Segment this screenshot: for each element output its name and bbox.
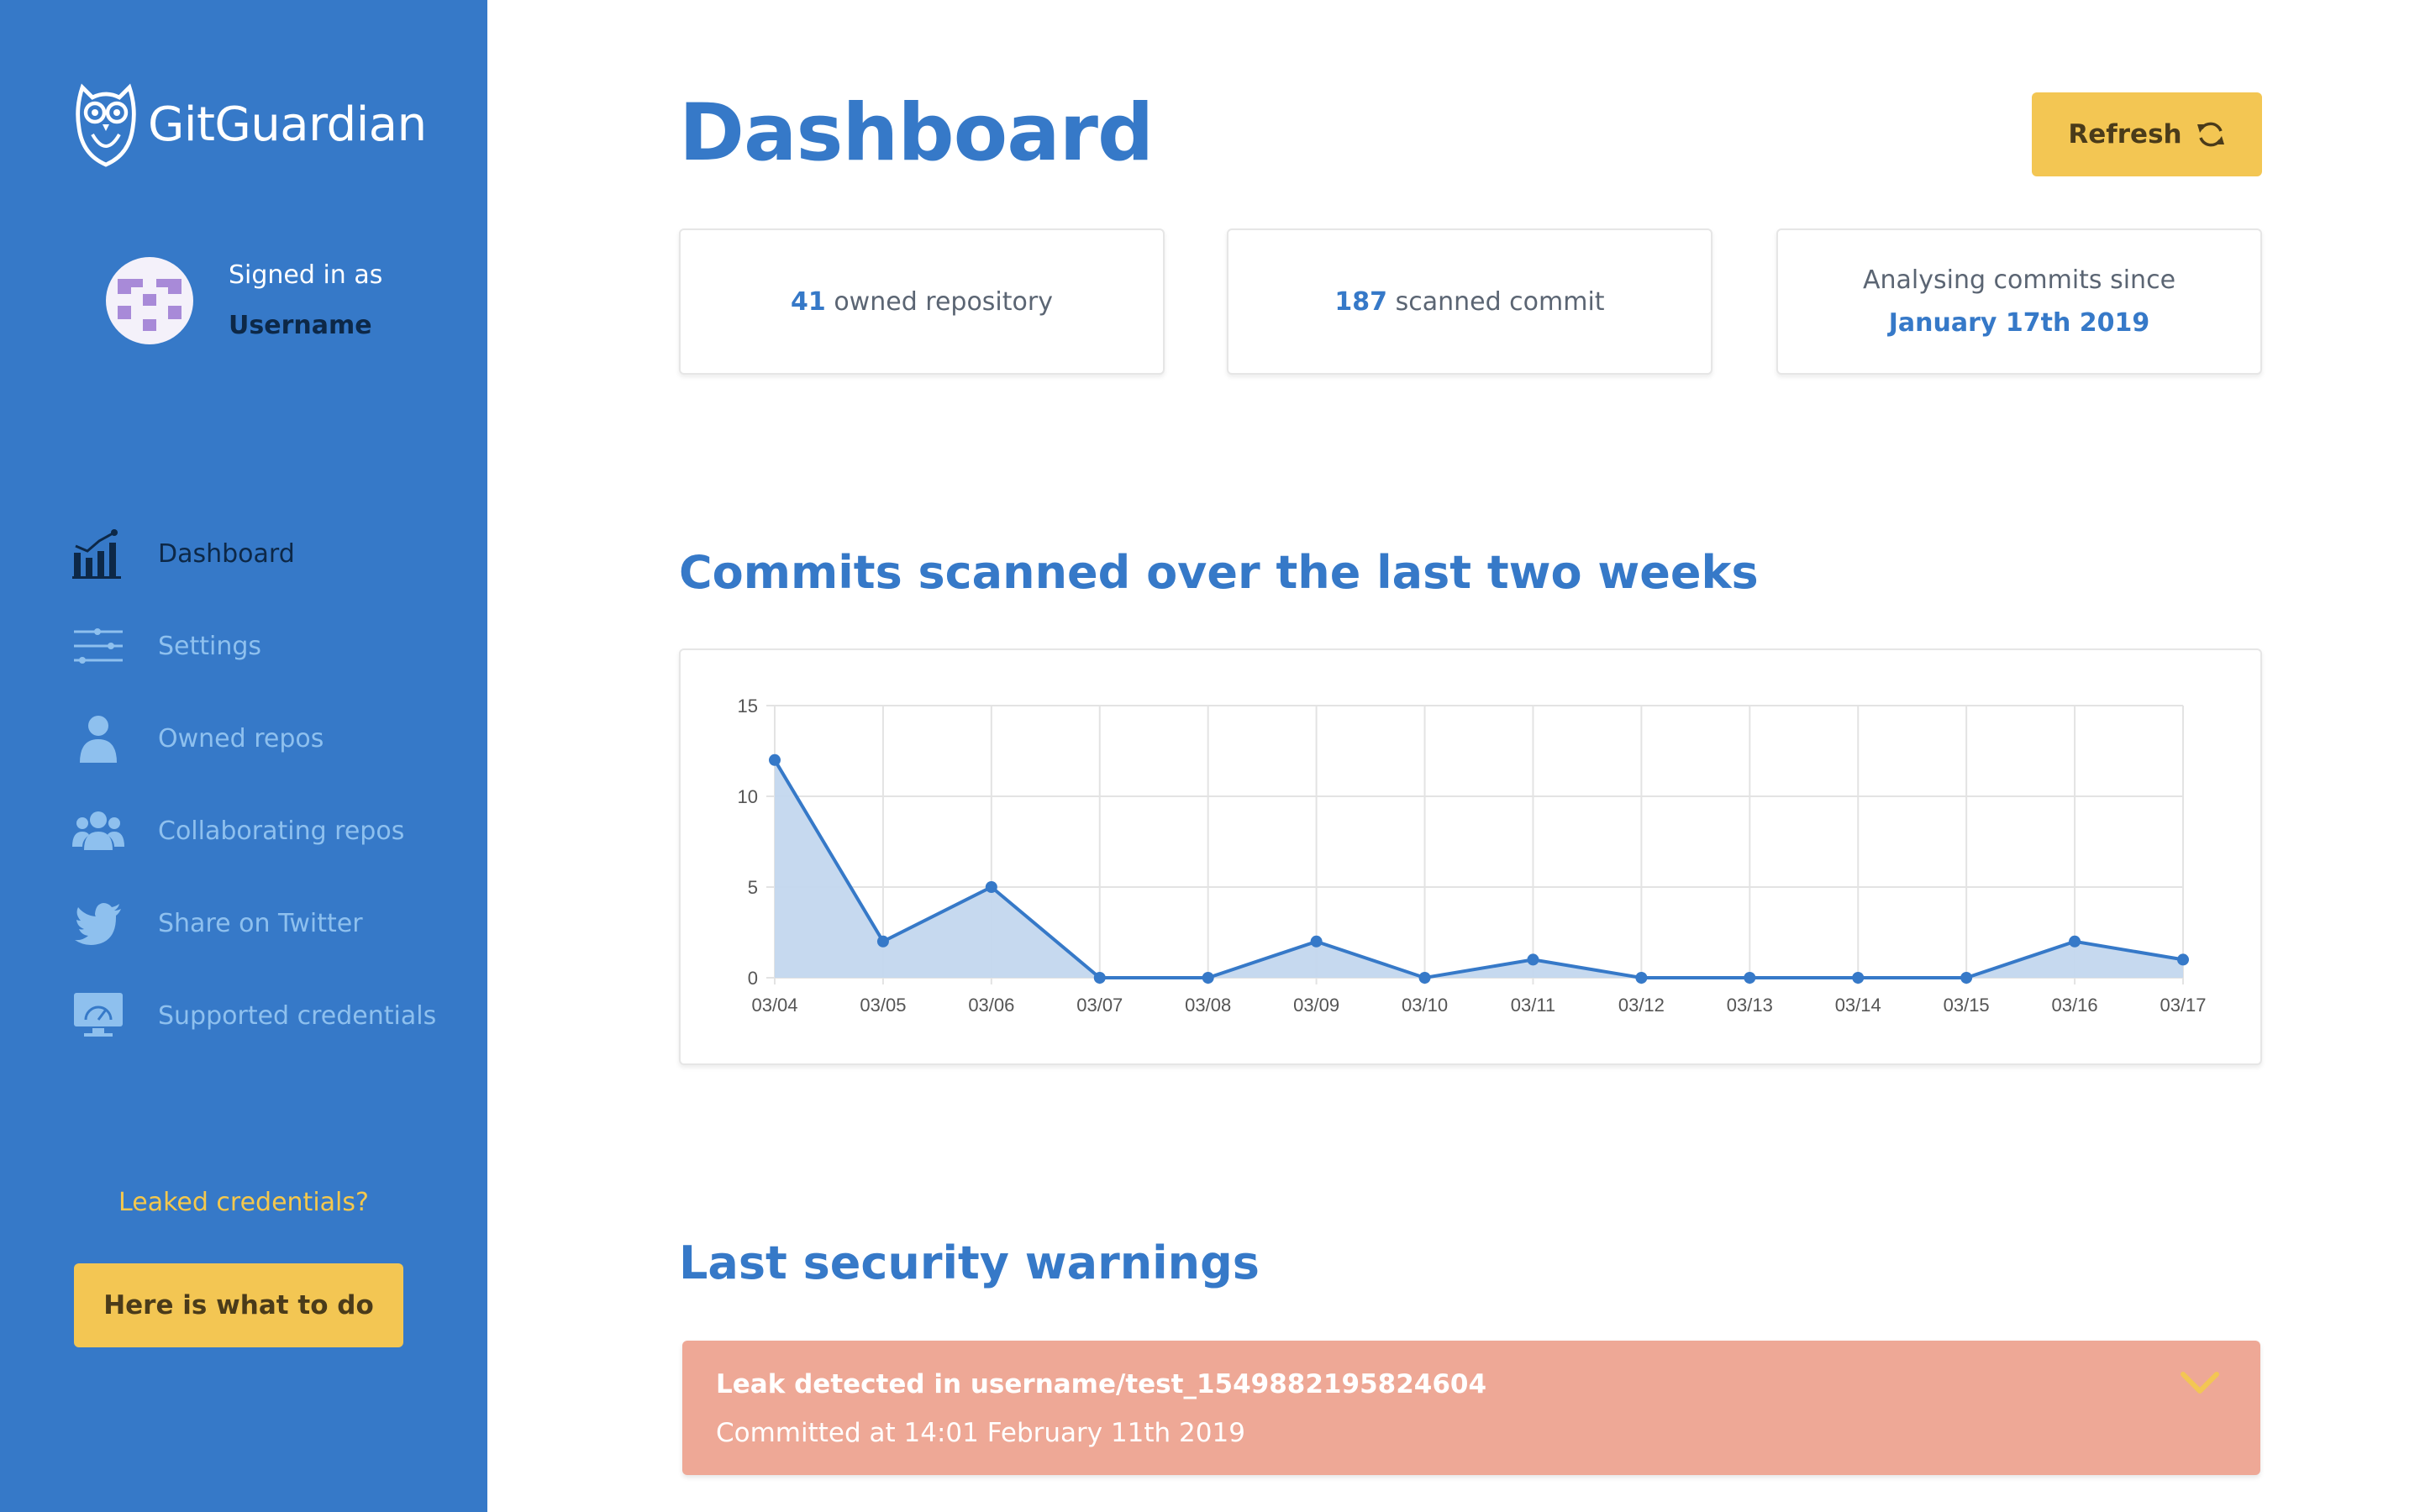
data-point bbox=[2177, 953, 2189, 966]
data-point bbox=[2069, 935, 2081, 948]
x-tick-label: 03/16 bbox=[2052, 995, 2098, 1016]
data-point bbox=[1418, 972, 1431, 984]
scanned-commits-card: 187 scanned commit bbox=[1227, 228, 1712, 375]
x-tick-label: 03/12 bbox=[1618, 995, 1665, 1016]
x-tick-label: 03/05 bbox=[860, 995, 906, 1016]
logo-text: GitGuardian bbox=[148, 97, 427, 152]
owned-repos-label: owned repository bbox=[834, 286, 1053, 317]
data-point bbox=[769, 753, 781, 766]
owl-logo-icon bbox=[76, 83, 136, 167]
x-tick-label: 03/09 bbox=[1293, 995, 1339, 1016]
security-warning-item[interactable]: Leak detected in username/test_154988219… bbox=[682, 1341, 2260, 1475]
data-point bbox=[1527, 953, 1539, 966]
page-title: Dashboard bbox=[679, 87, 1154, 179]
data-point bbox=[1310, 935, 1323, 948]
sliders-icon bbox=[72, 618, 124, 674]
data-point bbox=[1960, 972, 1973, 984]
bar-chart-icon bbox=[72, 526, 124, 581]
data-point bbox=[876, 935, 889, 948]
x-tick-label: 03/15 bbox=[1944, 995, 1990, 1016]
signed-in-label: Signed in as bbox=[229, 260, 383, 290]
y-tick-label: 0 bbox=[748, 968, 758, 989]
user-icon bbox=[72, 711, 124, 766]
data-point bbox=[1852, 972, 1865, 984]
refresh-button[interactable]: Refresh bbox=[2032, 92, 2262, 176]
sidebar-item-label: Collaborating repos bbox=[158, 816, 405, 846]
x-tick-label: 03/04 bbox=[751, 995, 797, 1016]
sidebar-item-settings[interactable]: Settings bbox=[72, 600, 436, 692]
x-tick-label: 03/06 bbox=[968, 995, 1014, 1016]
series-line bbox=[773, 759, 2184, 980]
series-area bbox=[775, 759, 2183, 978]
sidebar-item-collaborating-repos[interactable]: Collaborating repos bbox=[72, 785, 436, 877]
data-point bbox=[1744, 972, 1756, 984]
owned-repos-count: 41 bbox=[791, 286, 826, 317]
data-point bbox=[1202, 972, 1214, 984]
sidebar-item-label: Dashboard bbox=[158, 538, 295, 569]
sidebar-nav: Dashboard Settings bbox=[72, 507, 436, 1062]
analysing-since-date: January 17th 2019 bbox=[1888, 308, 2150, 338]
sidebar-item-dashboard[interactable]: Dashboard bbox=[72, 507, 436, 600]
data-point bbox=[985, 881, 997, 893]
chevron-down-icon[interactable] bbox=[2178, 1366, 2222, 1399]
y-tick-label: 15 bbox=[738, 696, 758, 717]
scanned-commits-stat: 187 scanned commit bbox=[1334, 287, 1604, 317]
scanned-commits-count: 187 bbox=[1334, 286, 1388, 317]
owned-repos-stat: 41 owned repository bbox=[791, 287, 1053, 317]
users-icon bbox=[72, 803, 124, 858]
x-tick-label: 03/08 bbox=[1185, 995, 1231, 1016]
x-tick-label: 03/11 bbox=[1511, 995, 1555, 1016]
x-tick-label: 03/10 bbox=[1402, 995, 1448, 1016]
commits-chart: 0 5 10 15 03/04 03/05 03/06 03/07 03/08 03/09 03/1… bbox=[679, 648, 2262, 1065]
avatar bbox=[106, 257, 193, 344]
sidebar-item-supported-credentials[interactable]: Supported credentials bbox=[72, 969, 436, 1062]
x-tick-label: 03/14 bbox=[1835, 995, 1881, 1016]
sidebar-item-label: Share on Twitter bbox=[158, 908, 363, 938]
identicon-icon bbox=[118, 279, 182, 331]
leaked-credentials-link[interactable]: Leaked credentials? bbox=[118, 1188, 369, 1217]
dashboard-monitor-icon bbox=[72, 988, 124, 1043]
sidebar-item-owned-repos[interactable]: Owned repos bbox=[72, 692, 436, 785]
warnings-section-title: Last security warnings bbox=[679, 1236, 1260, 1289]
sidebar: GitGuardian Signed in as Username bbox=[0, 0, 487, 1512]
sidebar-item-label: Supported credentials bbox=[158, 1000, 437, 1031]
scanned-commits-label: scanned commit bbox=[1395, 286, 1605, 317]
data-point bbox=[1093, 972, 1106, 984]
warning-subtitle: Committed at 14:01 February 11th 2019 bbox=[716, 1418, 1245, 1448]
y-tick-label: 10 bbox=[738, 786, 758, 807]
what-to-do-button[interactable]: Here is what to do bbox=[74, 1263, 403, 1347]
chart-section-title: Commits scanned over the last two weeks bbox=[679, 546, 1759, 599]
refresh-label: Refresh bbox=[2068, 119, 2182, 150]
sidebar-item-label: Owned repos bbox=[158, 723, 324, 753]
username: Username bbox=[229, 311, 372, 340]
user-info: Signed in as Username bbox=[106, 257, 382, 344]
analysing-since-card: Analysing commits since January 17th 201… bbox=[1776, 228, 2262, 375]
commits-chart-svg: 0 5 10 15 03/04 03/05 03/06 03/07 03/08 03/09 03/1… bbox=[738, 696, 2207, 1016]
owned-repos-card: 41 owned repository bbox=[679, 228, 1165, 375]
x-tick-label: 03/13 bbox=[1727, 995, 1773, 1016]
x-tick-label: 03/07 bbox=[1076, 995, 1123, 1016]
sidebar-item-label: Settings bbox=[158, 631, 262, 661]
data-point bbox=[1635, 972, 1648, 984]
logo[interactable]: GitGuardian bbox=[72, 81, 427, 168]
y-tick-label: 5 bbox=[748, 877, 758, 898]
x-tick-label: 03/17 bbox=[2160, 995, 2206, 1016]
analysing-since-label: Analysing commits since bbox=[1862, 265, 2176, 295]
sidebar-item-share-twitter[interactable]: Share on Twitter bbox=[72, 877, 436, 969]
warning-title: Leak detected in username/test_154988219… bbox=[716, 1369, 1487, 1399]
refresh-icon bbox=[2196, 122, 2224, 147]
twitter-icon bbox=[72, 895, 124, 951]
